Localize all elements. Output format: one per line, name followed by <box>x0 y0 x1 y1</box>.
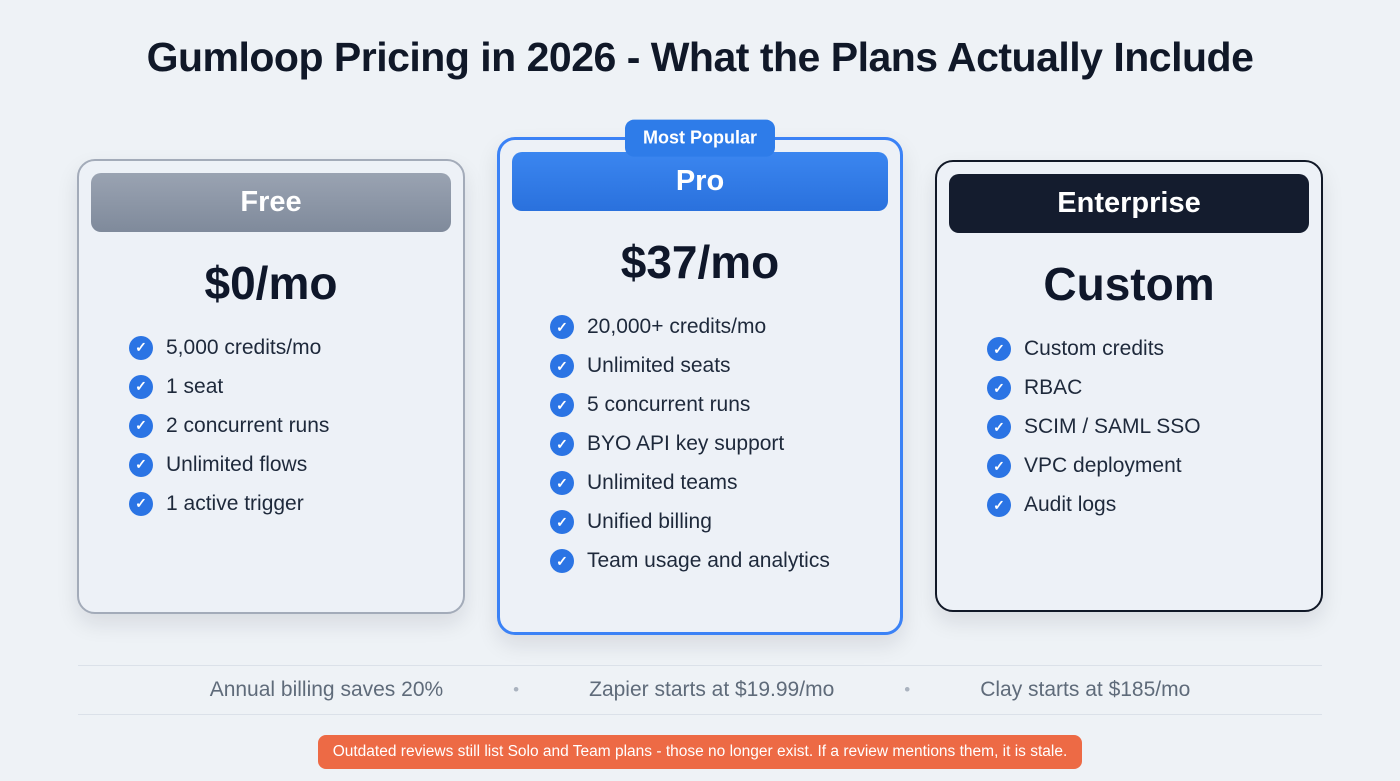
dot-separator: • <box>904 680 911 699</box>
footnote-zapier-price: Zapier starts at $19.99/mo <box>589 678 835 701</box>
feature-label: Team usage and analytics <box>587 549 830 572</box>
check-icon: ✓ <box>987 376 1011 400</box>
feature-item: ✓ VPC deployment <box>987 454 1297 478</box>
feature-label: 5,000 credits/mo <box>166 335 322 359</box>
plan-name-enterprise: Enterprise <box>949 174 1309 233</box>
dot-separator: • <box>513 680 520 699</box>
check-icon: ✓ <box>550 510 574 534</box>
feature-item: ✓ 1 seat <box>129 374 439 399</box>
footnotes-bar: Annual billing saves 20% • Zapier starts… <box>78 665 1322 715</box>
check-icon: ✓ <box>550 354 574 378</box>
check-icon: ✓ <box>550 549 574 573</box>
feature-label: VPC deployment <box>1024 454 1182 477</box>
check-icon: ✓ <box>129 413 153 438</box>
feature-item: ✓ RBAC <box>987 376 1297 400</box>
pricing-cards-row: Free $0/mo ✓ 5,000 credits/mo ✓ 1 seat ✓… <box>0 119 1400 635</box>
feature-label: Unlimited flows <box>166 452 308 476</box>
check-icon: ✓ <box>550 315 574 339</box>
feature-label: 1 seat <box>166 374 224 398</box>
feature-label: Audit logs <box>1024 493 1117 516</box>
check-icon: ✓ <box>129 491 153 516</box>
feature-label: 5 concurrent runs <box>587 393 751 416</box>
plan-price-enterprise: Custom <box>1043 258 1215 310</box>
feature-item: ✓ 1 active trigger <box>129 491 439 516</box>
feature-item: ✓ Custom credits <box>987 337 1297 361</box>
feature-item: ✓ Audit logs <box>987 493 1297 517</box>
feature-item: ✓ Unified billing <box>550 510 876 534</box>
feature-item: ✓ Unlimited flows <box>129 452 439 477</box>
feature-label: RBAC <box>1024 376 1083 399</box>
plan-name-pro: Pro <box>512 152 888 211</box>
feature-item: ✓ 5,000 credits/mo <box>129 335 439 360</box>
plan-price-free: $0/mo <box>204 256 338 309</box>
most-popular-badge: Most Popular <box>624 119 776 157</box>
plan-card-pro: Most Popular Pro $37/mo ✓ 20,000+ credit… <box>497 119 903 635</box>
footnote-clay-price: Clay starts at $185/mo <box>980 678 1191 701</box>
footnote-annual-billing: Annual billing saves 20% <box>209 678 444 701</box>
feature-item: ✓ Unlimited seats <box>550 354 876 378</box>
check-icon: ✓ <box>129 335 153 360</box>
check-icon: ✓ <box>550 393 574 417</box>
feature-label: Unlimited teams <box>587 471 738 494</box>
feature-label: 20,000+ credits/mo <box>587 315 767 338</box>
feature-item: ✓ SCIM / SAML SSO <box>987 415 1297 439</box>
feature-list-pro: ✓ 20,000+ credits/mo ✓ Unlimited seats ✓… <box>500 315 900 573</box>
feature-label: Unlimited seats <box>587 354 731 377</box>
stale-reviews-banner: Outdated reviews still list Solo and Tea… <box>317 735 1083 769</box>
feature-item: ✓ 5 concurrent runs <box>550 393 876 417</box>
feature-label: Unified billing <box>587 510 712 533</box>
feature-list-free: ✓ 5,000 credits/mo ✓ 1 seat ✓ 2 concurre… <box>79 335 463 516</box>
feature-label: Custom credits <box>1024 337 1165 360</box>
plan-name-free: Free <box>91 172 451 232</box>
check-icon: ✓ <box>987 415 1011 439</box>
feature-item: ✓ 2 concurrent runs <box>129 413 439 438</box>
check-icon: ✓ <box>129 374 153 399</box>
check-icon: ✓ <box>987 337 1011 361</box>
plan-card-enterprise: Enterprise Custom ✓ Custom credits ✓ RBA… <box>935 160 1323 612</box>
feature-label: 2 concurrent runs <box>166 413 330 437</box>
check-icon: ✓ <box>550 432 574 456</box>
feature-list-enterprise: ✓ Custom credits ✓ RBAC ✓ SCIM / SAML SS… <box>937 337 1321 517</box>
feature-item: ✓ BYO API key support <box>550 432 876 456</box>
page-title: Gumloop Pricing in 2026 - What the Plans… <box>146 34 1254 80</box>
feature-label: SCIM / SAML SSO <box>1024 415 1201 438</box>
check-icon: ✓ <box>129 452 153 477</box>
feature-label: BYO API key support <box>587 432 785 455</box>
plan-card-free: Free $0/mo ✓ 5,000 credits/mo ✓ 1 seat ✓… <box>77 158 465 614</box>
feature-label: 1 active trigger <box>166 491 304 515</box>
warning-banner-container: Outdated reviews still list Solo and Tea… <box>0 735 1400 769</box>
feature-item: ✓ Team usage and analytics <box>550 549 876 573</box>
check-icon: ✓ <box>987 454 1011 478</box>
check-icon: ✓ <box>550 471 574 495</box>
feature-item: ✓ 20,000+ credits/mo <box>550 315 876 339</box>
plan-price-pro: $37/mo <box>620 236 780 288</box>
check-icon: ✓ <box>987 493 1011 517</box>
feature-item: ✓ Unlimited teams <box>550 471 876 495</box>
